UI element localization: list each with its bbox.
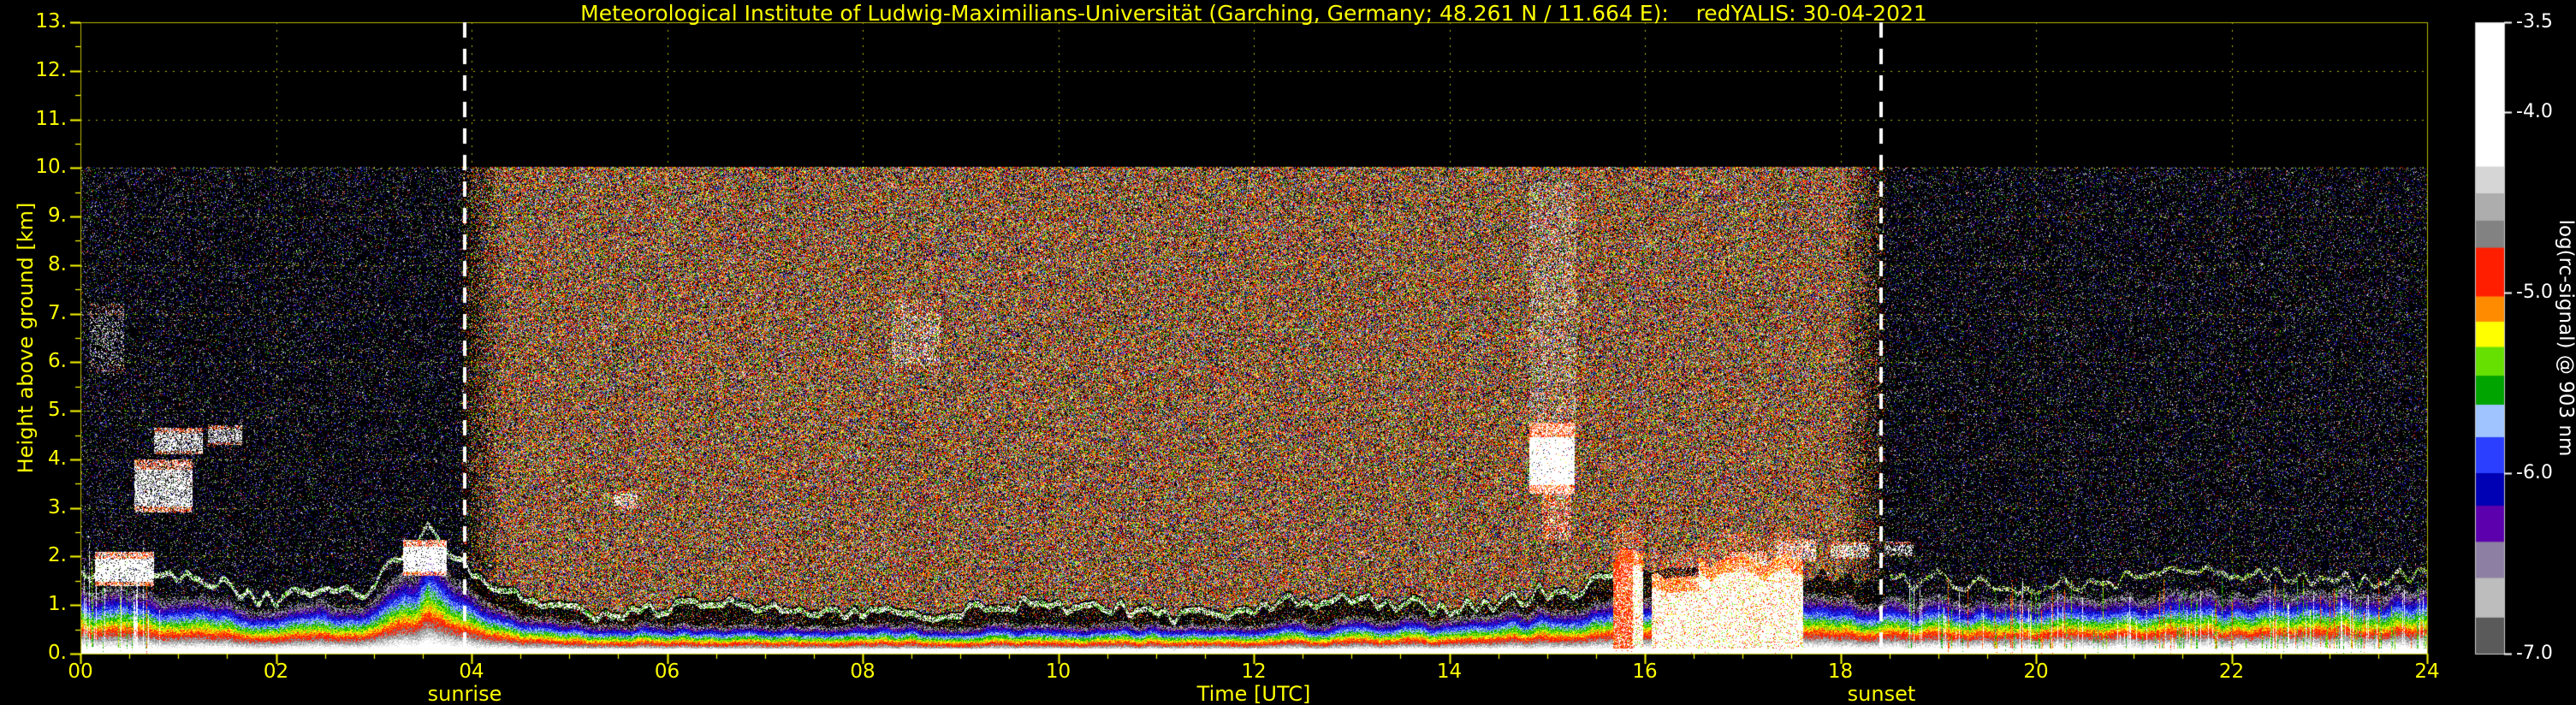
y-tick-label: 8. [48, 252, 67, 275]
colorbar-tick-label: -4.0 [2516, 101, 2553, 123]
y-tick-label: 1. [48, 593, 67, 616]
x-tick-label: 08 [850, 661, 875, 683]
x-tick-label: 02 [263, 661, 289, 683]
sunrise-label: sunrise [427, 682, 502, 705]
colorbar-label: log(rc-signal) @ 903 nm [2555, 219, 2576, 457]
y-tick-label: 4. [48, 447, 67, 470]
x-axis-label: Time [UTC] [1196, 682, 1311, 705]
y-tick-label: 10. [35, 156, 67, 179]
y-tick-label: 9. [48, 204, 67, 228]
y-tick-label: 12. [35, 58, 67, 81]
figure-title: Meteorological Institute of Ludwig-Maxim… [580, 1, 1927, 26]
colorbar-tick-label: -7.0 [2516, 643, 2553, 664]
x-tick-label: 06 [654, 661, 680, 683]
sunset-label: sunset [1847, 682, 1916, 705]
x-tick-label: 14 [1436, 661, 1463, 683]
x-tick-label: 22 [2218, 661, 2245, 683]
colorbar-tick-label: -5.0 [2516, 281, 2553, 304]
x-tick-label: 18 [1827, 661, 1854, 683]
colorbar-tick-label: -6.0 [2516, 462, 2553, 484]
x-tick-label: 10 [1045, 661, 1071, 683]
y-tick-label: 3. [48, 495, 67, 518]
y-tick-label: 2. [48, 544, 67, 567]
x-tick-label: 20 [2023, 661, 2049, 683]
colorbar-tick-label: -3.5 [2516, 11, 2553, 33]
y-axis-label: Height above ground [km] [14, 202, 38, 474]
y-tick-label: 5. [48, 399, 67, 422]
x-tick-label: 00 [68, 661, 93, 683]
y-tick-label: 6. [48, 350, 67, 373]
y-tick-label: 13. [35, 10, 67, 33]
y-tick-label: 0. [48, 642, 67, 664]
y-tick-label: 7. [48, 301, 67, 324]
x-tick-label: 24 [2414, 661, 2440, 683]
x-tick-label: 12 [1241, 661, 1267, 683]
x-tick-label: 04 [459, 661, 484, 683]
x-tick-label: 16 [1632, 661, 1658, 683]
y-tick-label: 11. [35, 107, 67, 130]
